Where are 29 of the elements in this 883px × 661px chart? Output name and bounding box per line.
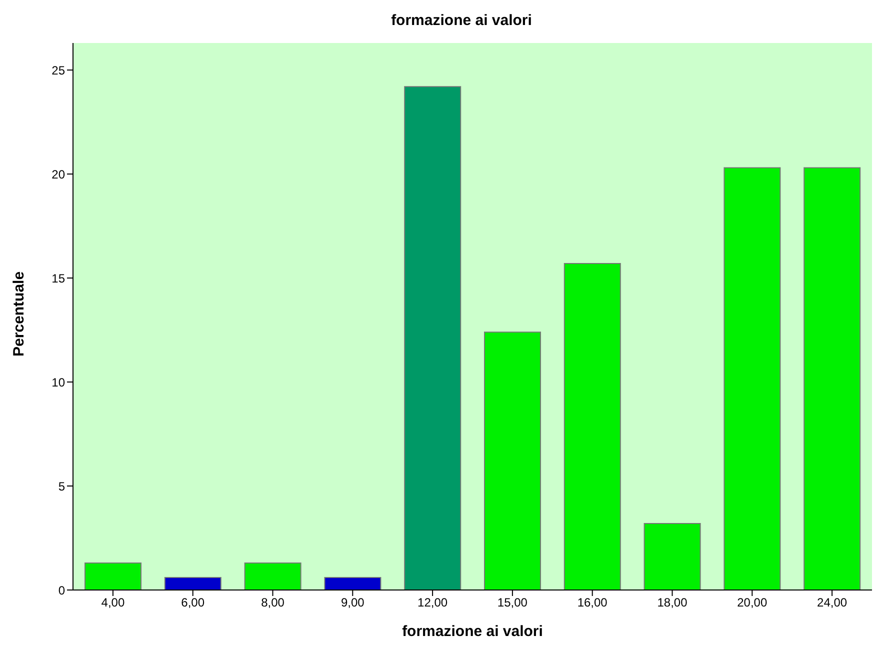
- bar: [84, 562, 142, 590]
- y-tick-label: 5: [58, 479, 66, 494]
- x-tick-label: 4,00: [101, 596, 125, 610]
- y-tick-label: 10: [52, 375, 66, 390]
- bar: [484, 332, 541, 590]
- chart-title: formazione ai valori: [390, 11, 533, 31]
- bar: [324, 577, 382, 590]
- bar: [804, 167, 861, 590]
- x-tick-label: 15,00: [497, 596, 528, 610]
- x-tick-label: 20,00: [737, 596, 768, 610]
- bar: [404, 86, 462, 590]
- bar: [644, 522, 701, 590]
- bar: [564, 262, 621, 590]
- x-tick-label: 8,00: [261, 596, 285, 610]
- bar: [724, 167, 781, 590]
- x-tick-label: 9,00: [340, 596, 365, 610]
- y-tick-label: 20: [52, 167, 66, 182]
- x-tick-label: 12,00: [418, 596, 448, 610]
- x-tick-label: 18,00: [657, 596, 688, 610]
- x-axis-title: formazione ai valori: [402, 623, 543, 640]
- bar: [164, 577, 222, 590]
- bar: [244, 562, 302, 590]
- y-tick-label: 15: [52, 271, 66, 286]
- x-tick-label: 6,00: [181, 596, 205, 610]
- y-tick-label: 0: [58, 583, 66, 598]
- x-tick-label: 24,00: [817, 596, 848, 610]
- x-tick-label: 16,00: [577, 596, 608, 610]
- y-tick-label: 25: [52, 63, 66, 78]
- y-axis-title: Percentuale: [10, 271, 28, 356]
